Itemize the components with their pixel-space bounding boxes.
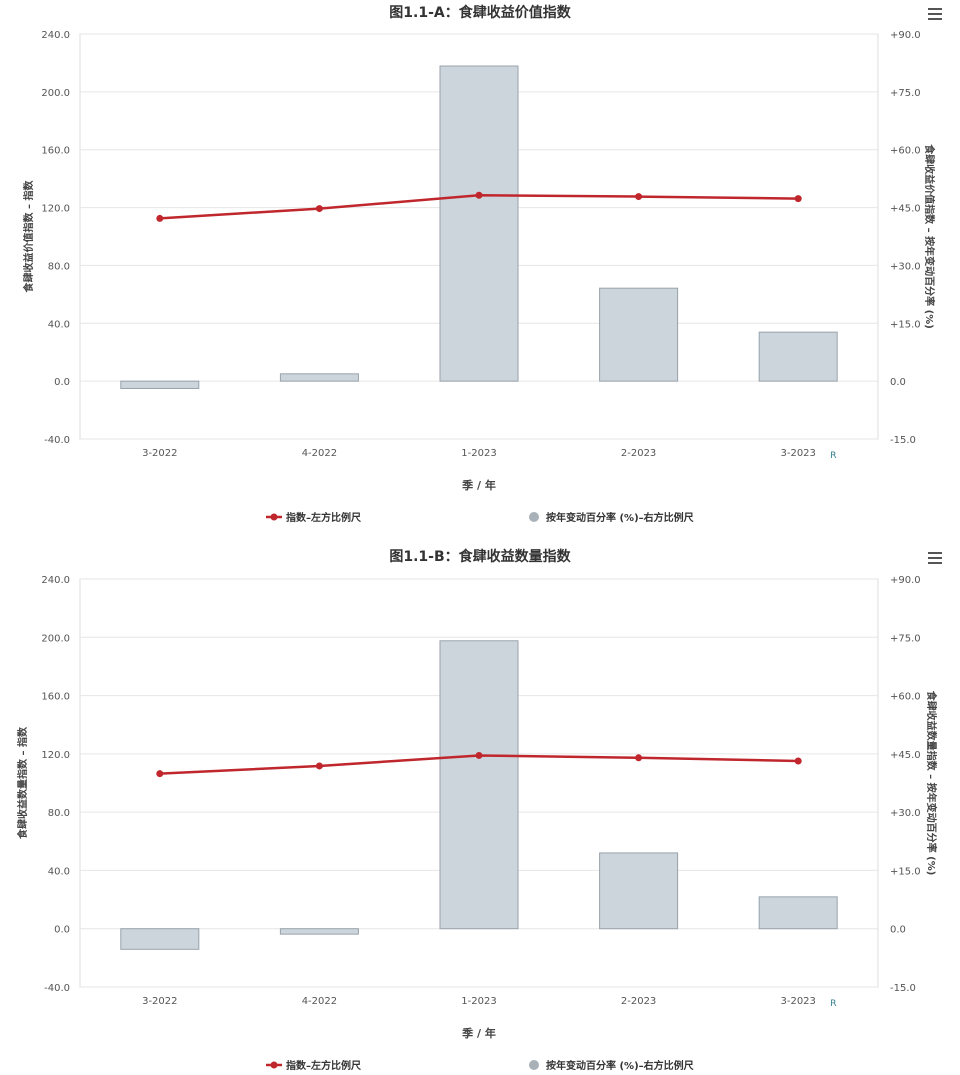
right-tick-label: +75.0	[890, 88, 921, 99]
line-point	[156, 214, 164, 222]
left-tick-label: -40.0	[44, 435, 70, 446]
revised-marker: R	[830, 451, 836, 461]
right-tick-label: +75.0	[890, 633, 921, 644]
line-point	[794, 195, 802, 203]
right-tick-label: +15.0	[890, 319, 921, 330]
bar-yoy-change	[279, 928, 359, 935]
x-tick-label: 3-2023	[780, 996, 815, 1007]
right-tick-label: +30.0	[890, 261, 921, 272]
left-tick-label: 240.0	[41, 575, 70, 586]
left-tick-label: -40.0	[44, 983, 70, 994]
line-point	[156, 770, 164, 778]
x-tick-label: 3-2022	[142, 448, 177, 459]
bar-yoy-change	[599, 287, 679, 382]
bar-yoy-change	[120, 380, 200, 389]
left-tick-label: 0.0	[54, 925, 70, 936]
bar-yoy-change	[599, 852, 679, 930]
line-point	[315, 762, 323, 770]
x-tick-label: 1-2023	[461, 996, 496, 1007]
left-tick-label: 0.0	[54, 377, 70, 388]
left-tick-label: 80.0	[48, 261, 70, 272]
right-tick-label: +60.0	[890, 146, 921, 157]
right-tick-label: +30.0	[890, 808, 921, 819]
left-tick-label: 160.0	[41, 692, 70, 703]
legend-bar-marker	[529, 1060, 539, 1070]
bar-yoy-change	[758, 331, 838, 382]
right-axis-title: 食肆收益价值指数 – 按年变动百分率 (%)	[923, 143, 936, 329]
right-tick-label: +90.0	[890, 30, 921, 41]
legend-line-marker	[270, 513, 278, 521]
left-tick-label: 200.0	[41, 88, 70, 99]
right-tick-label: +60.0	[890, 692, 921, 703]
line-point	[475, 751, 483, 759]
bar-yoy-change	[758, 896, 838, 930]
bar-yoy-change	[279, 373, 359, 382]
line-point	[635, 754, 643, 762]
legend-line-label: 指数–左方比例尺	[286, 1059, 361, 1072]
right-tick-label: -15.0	[890, 435, 916, 446]
right-tick-label: 0.0	[890, 925, 906, 936]
left-tick-label: 80.0	[48, 808, 70, 819]
legend-bar-marker	[529, 512, 539, 522]
left-tick-label: 40.0	[48, 866, 70, 877]
line-point	[794, 757, 802, 765]
line-point	[315, 205, 323, 213]
x-tick-label: 2-2023	[621, 996, 656, 1007]
legend-line-label: 指数–左方比例尺	[286, 511, 361, 524]
left-axis-title: 食肆收益数量指数 – 指数	[16, 726, 29, 840]
x-axis-title: 季 / 年	[461, 478, 496, 492]
right-tick-label: 0.0	[890, 377, 906, 388]
right-tick-label: +90.0	[890, 575, 921, 586]
revised-marker: R	[830, 999, 836, 1009]
chart-panel-b: 图1.1-B：食肆收益数量指数 -40.0 0.0 40.0 80.0 120.0 160…	[0, 540, 960, 1075]
right-tick-label: -15.0	[890, 983, 916, 994]
x-tick-label: 2-2023	[621, 448, 656, 459]
legend-bar-label: 按年变动百分率 (%)–右方比例尺	[546, 511, 694, 524]
left-axis-title: 食肆收益价值指数 – 指数	[22, 180, 35, 294]
bar-yoy-change	[439, 65, 519, 382]
right-axis-title: 食肆收益数量指数 – 按年变动百分率 (%)	[925, 690, 938, 876]
chart-svg: -40.0 0.0 40.0 80.0 120.0 160.0 200.0 240.0 -15.…	[22, 30, 936, 524]
line-point	[635, 193, 643, 201]
hamburger-menu-icon[interactable]	[928, 552, 942, 564]
left-tick-label: 120.0	[41, 750, 70, 761]
bar-yoy-change	[439, 640, 519, 930]
x-tick-label: 1-2023	[461, 448, 496, 459]
left-tick-label: 200.0	[41, 633, 70, 644]
x-tick-label: 4-2022	[302, 996, 337, 1007]
right-tick-label: +15.0	[890, 866, 921, 877]
chart-svg: -40.0 0.0 40.0 80.0 120.0 160.0 200.0 240.0 -15.…	[16, 575, 938, 1072]
legend-line-marker	[270, 1061, 278, 1069]
left-tick-label: 40.0	[48, 319, 70, 330]
left-tick-label: 120.0	[41, 204, 70, 215]
chart-title: 图1.1-B：食肆收益数量指数	[389, 549, 571, 565]
left-tick-label: 240.0	[41, 30, 70, 41]
x-tick-label: 4-2022	[302, 448, 337, 459]
chart-title: 图1.1-A：食肆收益价值指数	[389, 5, 571, 21]
x-tick-label: 3-2022	[142, 996, 177, 1007]
x-tick-label: 3-2023	[780, 448, 815, 459]
right-tick-label: +45.0	[890, 204, 921, 215]
x-axis-title: 季 / 年	[461, 1026, 496, 1040]
bar-yoy-change	[120, 928, 200, 950]
legend-bar-label: 按年变动百分率 (%)–右方比例尺	[546, 1059, 694, 1072]
chart-panel-a: 图1.1-A：食肆收益价值指数 -40.0 0.0 40.0 80.0 120.0 160…	[0, 0, 960, 535]
left-tick-label: 160.0	[41, 146, 70, 157]
line-point	[475, 191, 483, 199]
hamburger-menu-icon[interactable]	[928, 8, 942, 20]
right-tick-label: +45.0	[890, 750, 921, 761]
